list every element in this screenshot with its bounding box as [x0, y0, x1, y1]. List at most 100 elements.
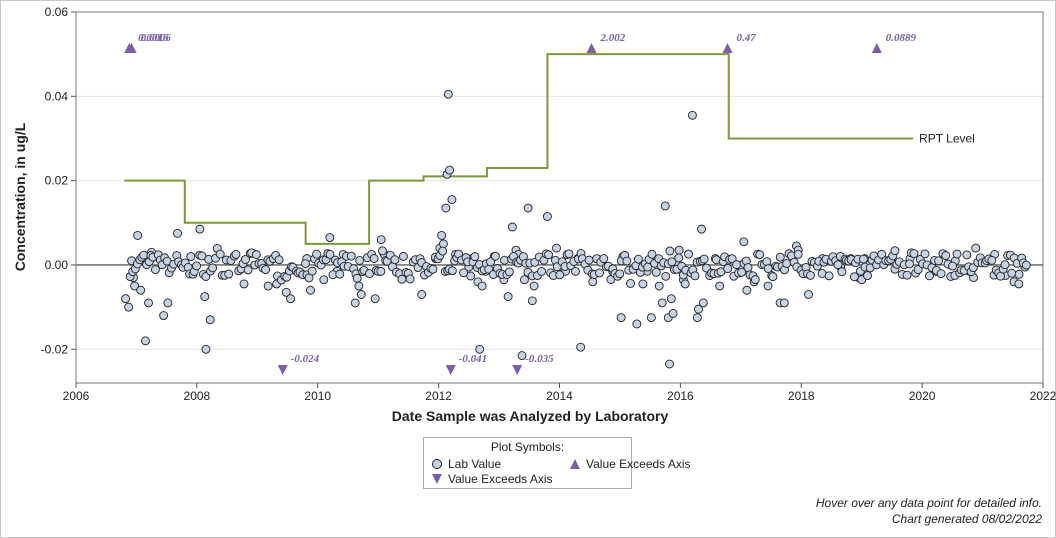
- lab-value-point[interactable]: [666, 294, 676, 304]
- lab-value-point[interactable]: [445, 165, 454, 175]
- lab-value-point[interactable]: [694, 304, 703, 314]
- lab-value-point[interactable]: [833, 260, 843, 270]
- lab-value-point[interactable]: [239, 279, 249, 289]
- lab-value-point[interactable]: [905, 259, 914, 269]
- lab-value-point[interactable]: [124, 302, 134, 312]
- lab-value-point[interactable]: [159, 311, 169, 320]
- lab-value-point[interactable]: [527, 296, 537, 306]
- lab-value-point[interactable]: [584, 255, 594, 265]
- lab-value-point[interactable]: [398, 251, 408, 261]
- lab-value-point[interactable]: [674, 253, 684, 263]
- lab-value-point[interactable]: [352, 273, 362, 283]
- lab-value-point[interactable]: [768, 272, 778, 282]
- lab-value-point[interactable]: [529, 281, 539, 291]
- lab-value-point[interactable]: [684, 249, 693, 259]
- lab-value-point[interactable]: [595, 268, 604, 278]
- lab-value-point[interactable]: [519, 275, 529, 285]
- lab-value-point[interactable]: [205, 315, 215, 325]
- lab-value-point[interactable]: [443, 89, 453, 99]
- lab-value-point[interactable]: [335, 269, 345, 279]
- lab-value-point[interactable]: [447, 266, 457, 276]
- lab-value-point[interactable]: [1000, 260, 1010, 270]
- lab-value-point[interactable]: [849, 272, 859, 282]
- lab-value-point[interactable]: [163, 298, 173, 308]
- lab-value-point[interactable]: [286, 294, 296, 304]
- lab-value-point[interactable]: [599, 254, 609, 264]
- lab-value-point[interactable]: [902, 270, 912, 280]
- lab-value-point[interactable]: [750, 275, 760, 285]
- lab-value-point[interactable]: [793, 249, 803, 259]
- lab-value-point[interactable]: [130, 281, 140, 291]
- lab-value-point[interactable]: [251, 250, 261, 260]
- lab-value-point[interactable]: [306, 285, 315, 295]
- lab-value-point[interactable]: [307, 266, 317, 276]
- lab-value-point[interactable]: [439, 239, 448, 249]
- lab-value-point[interactable]: [376, 235, 386, 245]
- lab-value-point[interactable]: [1007, 268, 1017, 278]
- lab-value-point[interactable]: [782, 259, 792, 268]
- lab-value-point[interactable]: [447, 195, 457, 205]
- lab-value-point[interactable]: [438, 246, 448, 256]
- lab-value-point[interactable]: [877, 249, 887, 259]
- lab-value-point[interactable]: [934, 256, 944, 266]
- exceeds-above-marker[interactable]: [126, 43, 137, 53]
- lab-value-point[interactable]: [633, 254, 643, 264]
- lab-value-point[interactable]: [665, 246, 675, 256]
- lab-value-point[interactable]: [263, 281, 273, 291]
- lab-value-point[interactable]: [281, 287, 291, 297]
- lab-value-point[interactable]: [564, 249, 574, 259]
- lab-value-point[interactable]: [571, 266, 580, 276]
- lab-value-point[interactable]: [660, 201, 670, 211]
- lab-value-point[interactable]: [121, 294, 131, 304]
- lab-value-point[interactable]: [231, 249, 241, 259]
- lab-value-point[interactable]: [616, 313, 626, 323]
- lab-value-point[interactable]: [437, 230, 447, 240]
- lab-value-point[interactable]: [346, 251, 356, 261]
- lab-value-point[interactable]: [552, 243, 561, 253]
- lab-value-point[interactable]: [136, 285, 146, 295]
- lab-value-point[interactable]: [858, 254, 868, 264]
- lab-value-point[interactable]: [647, 249, 657, 259]
- lab-value-point[interactable]: [732, 260, 742, 270]
- lab-value-point[interactable]: [654, 281, 664, 291]
- lab-value-point[interactable]: [688, 110, 697, 120]
- lab-value-point[interactable]: [632, 319, 642, 329]
- lab-value-point[interactable]: [141, 336, 150, 346]
- lab-value-point[interactable]: [405, 274, 415, 284]
- lab-value-point[interactable]: [325, 233, 335, 243]
- lab-value-point[interactable]: [261, 265, 270, 275]
- lab-value-point[interactable]: [971, 243, 981, 253]
- exceeds-below-marker[interactable]: [277, 365, 288, 375]
- lab-value-point[interactable]: [699, 254, 709, 264]
- lab-value-point[interactable]: [517, 351, 527, 361]
- exceeds-below-marker[interactable]: [445, 365, 456, 375]
- lab-value-point[interactable]: [354, 281, 364, 291]
- lab-value-point[interactable]: [626, 279, 635, 288]
- lab-value-point[interactable]: [201, 344, 211, 354]
- lab-value-point[interactable]: [390, 255, 400, 265]
- lab-value-point[interactable]: [661, 271, 671, 281]
- lab-value-point[interactable]: [192, 261, 202, 271]
- lab-value-point[interactable]: [544, 250, 553, 260]
- lab-value-point[interactable]: [355, 256, 365, 265]
- lab-value-point[interactable]: [775, 252, 785, 262]
- lab-value-point[interactable]: [723, 264, 733, 274]
- lab-value-point[interactable]: [503, 292, 513, 302]
- lab-value-point[interactable]: [698, 298, 708, 308]
- lab-value-point[interactable]: [133, 230, 143, 240]
- lab-value-point[interactable]: [200, 292, 210, 302]
- lab-value-point[interactable]: [890, 246, 900, 256]
- lab-value-point[interactable]: [743, 263, 753, 273]
- lab-value-point[interactable]: [241, 255, 250, 264]
- lab-value-point[interactable]: [727, 254, 737, 264]
- lab-value-point[interactable]: [690, 271, 700, 281]
- lab-value-point[interactable]: [224, 269, 234, 279]
- lab-value-point[interactable]: [150, 265, 160, 275]
- lab-value-point[interactable]: [319, 275, 329, 285]
- lab-value-point[interactable]: [909, 249, 919, 259]
- lab-value-point[interactable]: [948, 261, 958, 271]
- lab-value-point[interactable]: [697, 224, 706, 234]
- lab-value-point[interactable]: [824, 271, 834, 281]
- lab-value-point[interactable]: [651, 267, 661, 277]
